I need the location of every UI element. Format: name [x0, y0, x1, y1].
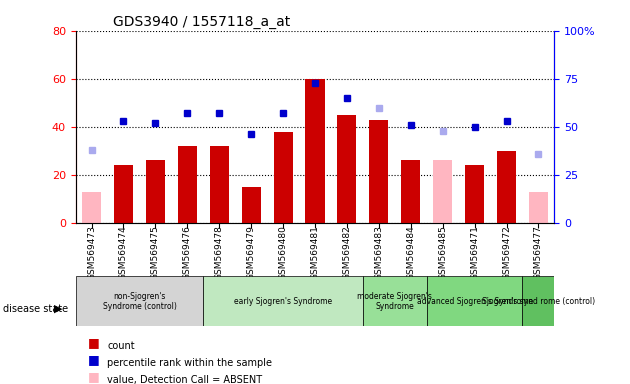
- Text: GSM569478: GSM569478: [215, 225, 224, 280]
- Bar: [465, 165, 484, 223]
- Text: ▶: ▶: [54, 304, 62, 314]
- Text: non-Sjogren's
Syndrome (control): non-Sjogren's Syndrome (control): [103, 292, 176, 311]
- Text: GSM569474: GSM569474: [119, 225, 128, 280]
- Text: Sjogren's synd rome (control): Sjogren's synd rome (control): [482, 297, 595, 306]
- Text: GSM569484: GSM569484: [406, 225, 415, 280]
- Bar: [363, 276, 427, 326]
- Bar: [203, 276, 363, 326]
- Text: early Sjogren's Syndrome: early Sjogren's Syndrome: [234, 297, 332, 306]
- Text: GSM569473: GSM569473: [87, 225, 96, 280]
- Bar: [529, 192, 548, 223]
- Text: GSM569475: GSM569475: [151, 225, 160, 280]
- Text: ■: ■: [88, 370, 100, 383]
- Bar: [306, 79, 324, 223]
- Bar: [210, 146, 229, 223]
- Text: GSM569485: GSM569485: [438, 225, 447, 280]
- Text: GSM569476: GSM569476: [183, 225, 192, 280]
- Text: GSM569472: GSM569472: [502, 225, 511, 280]
- Text: GSM569482: GSM569482: [343, 225, 352, 280]
- Text: GSM569477: GSM569477: [534, 225, 543, 280]
- Bar: [114, 165, 133, 223]
- Text: GSM569471: GSM569471: [470, 225, 479, 280]
- Bar: [178, 146, 197, 223]
- Text: percentile rank within the sample: percentile rank within the sample: [107, 358, 272, 368]
- Bar: [369, 119, 389, 223]
- Text: ■: ■: [88, 336, 100, 349]
- Bar: [497, 151, 516, 223]
- Text: disease state: disease state: [3, 304, 68, 314]
- Text: GSM569480: GSM569480: [278, 225, 287, 280]
- Bar: [82, 192, 101, 223]
- Bar: [241, 187, 261, 223]
- Bar: [427, 276, 522, 326]
- Bar: [146, 161, 165, 223]
- Text: advanced Sjogren's Syndrome: advanced Sjogren's Syndrome: [416, 297, 532, 306]
- Text: value, Detection Call = ABSENT: value, Detection Call = ABSENT: [107, 375, 262, 384]
- Bar: [273, 131, 293, 223]
- Text: count: count: [107, 341, 135, 351]
- Text: GSM569483: GSM569483: [374, 225, 383, 280]
- Text: moderate Sjogren's
Syndrome: moderate Sjogren's Syndrome: [357, 292, 432, 311]
- Text: GDS3940 / 1557118_a_at: GDS3940 / 1557118_a_at: [113, 15, 290, 29]
- Text: GSM569479: GSM569479: [247, 225, 256, 280]
- Bar: [337, 115, 357, 223]
- Bar: [522, 276, 554, 326]
- Text: GSM569481: GSM569481: [311, 225, 319, 280]
- Bar: [76, 276, 203, 326]
- Bar: [401, 161, 420, 223]
- Bar: [433, 161, 452, 223]
- Text: ■: ■: [88, 353, 100, 366]
